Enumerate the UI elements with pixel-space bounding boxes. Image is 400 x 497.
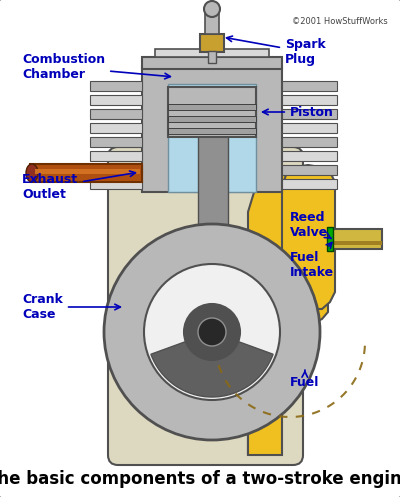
- Bar: [282, 95, 337, 105]
- Wedge shape: [151, 332, 273, 397]
- Bar: [168, 84, 256, 192]
- Text: Spark
Plug: Spark Plug: [226, 36, 326, 66]
- FancyBboxPatch shape: [108, 147, 303, 465]
- Bar: [282, 179, 337, 189]
- Bar: [168, 104, 256, 110]
- Circle shape: [144, 264, 280, 400]
- Bar: [198, 132, 228, 267]
- Bar: [282, 137, 337, 147]
- Text: The basic components of a two-stroke engine: The basic components of a two-stroke eng…: [0, 470, 400, 488]
- Bar: [327, 227, 333, 251]
- Bar: [282, 123, 337, 133]
- Bar: [168, 87, 256, 137]
- Bar: [282, 81, 337, 91]
- Polygon shape: [248, 165, 335, 455]
- Bar: [90, 81, 142, 91]
- Text: Fuel
Intake: Fuel Intake: [290, 243, 334, 279]
- Ellipse shape: [26, 164, 38, 182]
- Bar: [330, 229, 382, 249]
- Bar: [208, 51, 216, 63]
- Bar: [282, 151, 337, 161]
- Text: Piston: Piston: [263, 105, 334, 118]
- Bar: [30, 164, 142, 182]
- Bar: [90, 109, 142, 119]
- Circle shape: [198, 318, 226, 346]
- Bar: [90, 179, 142, 189]
- Text: Exhaust
Outlet: Exhaust Outlet: [22, 171, 136, 201]
- Text: Crank
Case: Crank Case: [22, 293, 120, 321]
- Bar: [90, 95, 142, 105]
- Bar: [155, 49, 269, 57]
- Text: ©2001 HowStuffWorks: ©2001 HowStuffWorks: [292, 17, 388, 26]
- Bar: [168, 116, 256, 122]
- Bar: [330, 241, 382, 245]
- Bar: [282, 109, 337, 119]
- Text: Reed
Valve: Reed Valve: [290, 211, 331, 239]
- Bar: [90, 137, 142, 147]
- Circle shape: [204, 1, 220, 17]
- Bar: [142, 57, 282, 69]
- Bar: [35, 169, 140, 174]
- Text: Combustion
Chamber: Combustion Chamber: [22, 53, 170, 81]
- Bar: [205, 12, 219, 34]
- Bar: [142, 67, 282, 192]
- Bar: [200, 34, 224, 52]
- Text: Fuel: Fuel: [290, 370, 319, 389]
- Bar: [90, 165, 142, 175]
- Circle shape: [104, 224, 320, 440]
- Circle shape: [184, 304, 240, 360]
- Bar: [168, 128, 256, 134]
- Bar: [90, 151, 142, 161]
- Bar: [282, 165, 337, 175]
- Polygon shape: [248, 175, 328, 455]
- Bar: [90, 123, 142, 133]
